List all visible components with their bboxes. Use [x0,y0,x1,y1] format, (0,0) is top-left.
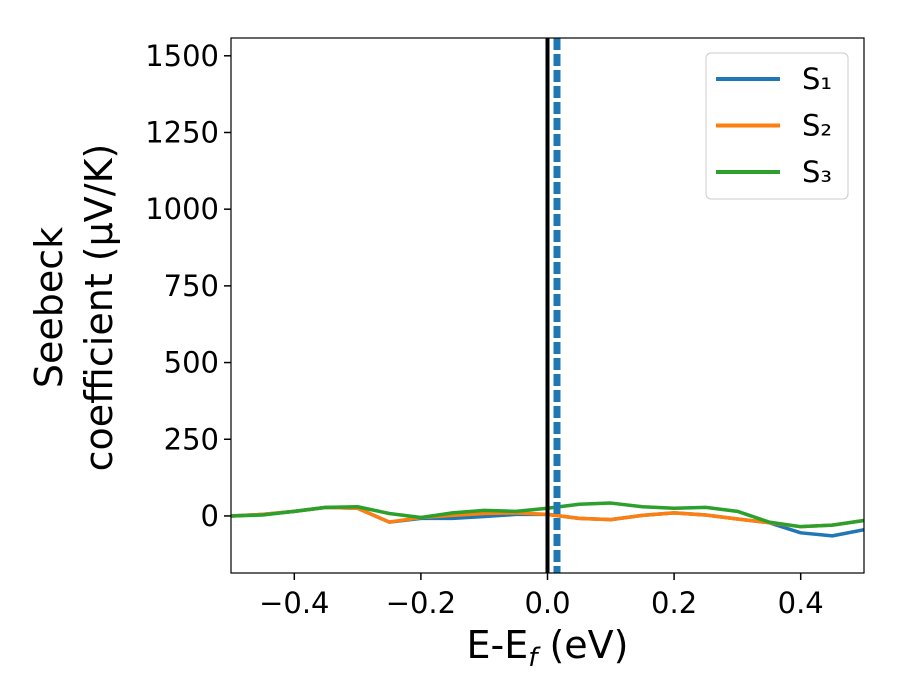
plot-area [231,38,864,573]
y-tick-label: 1500 [145,39,219,73]
y-tick-label: 750 [164,269,219,303]
y-tick-label: 1000 [145,192,219,226]
plot-frame [230,37,865,574]
legend-label: S₂ [802,109,832,143]
x-tick-label: −0.2 [386,586,456,620]
x-tick-label: 0.0 [524,586,570,620]
y-axis-label: Seebeck [27,227,71,388]
x-label-unit: (eV) [537,623,628,667]
x-tick-label: 0.2 [651,586,697,620]
legend-label: S₁ [802,62,832,96]
y-tick-label: 0 [201,499,219,533]
y-tick-label: 250 [164,422,219,456]
x-tick-label: 0.4 [778,586,824,620]
x-label-main: E-E [467,623,529,667]
legend-label: S₃ [802,155,832,189]
y-tick-label: 1250 [145,115,219,149]
x-axis-label: E-Ef (eV) [467,623,629,673]
y-axis-label: coefficient (μV/K) [77,144,121,472]
x-tick-label: −0.4 [259,586,329,620]
y-tick-label: 500 [164,346,219,380]
